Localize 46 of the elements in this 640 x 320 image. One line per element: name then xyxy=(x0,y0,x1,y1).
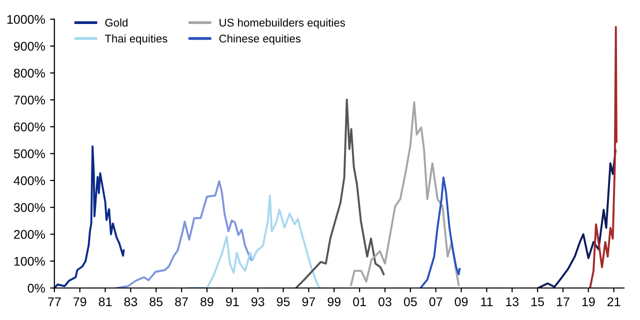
y-tick-label: 1000% xyxy=(7,15,45,24)
x-tick-label: 85 xyxy=(150,297,163,306)
x-tick-label: 81 xyxy=(98,297,112,306)
x-tick-label: 99 xyxy=(328,297,340,306)
y-tick-label: 300% xyxy=(14,203,45,212)
legend-label: Thai equities xyxy=(104,34,168,45)
x-tick-label: 83 xyxy=(124,297,138,306)
x-tick-label: 05 xyxy=(404,297,417,306)
line-series xyxy=(186,194,320,288)
legend-label: US homebuilders equities xyxy=(220,18,345,29)
x-tick-label: 97 xyxy=(302,297,316,306)
x-tick-label: 11 xyxy=(481,297,493,306)
x-tick-label: 15 xyxy=(532,297,544,306)
x-tick-label: 19 xyxy=(582,297,595,306)
y-tick-label: 0% xyxy=(28,284,45,293)
line-series xyxy=(294,98,385,288)
line-series xyxy=(116,180,252,288)
y-tick-label: 200% xyxy=(14,230,45,239)
y-tick-label: 400% xyxy=(14,176,45,186)
x-tick-label: 89 xyxy=(200,297,214,306)
x-tick-label: 09 xyxy=(454,297,468,306)
x-tick-label: 95 xyxy=(276,297,290,306)
y-tick-label: 100% xyxy=(14,256,45,266)
y-tick-label: 600% xyxy=(14,122,45,132)
line-series xyxy=(350,101,460,286)
x-tick-label: 03 xyxy=(378,297,392,306)
x-tick-label: 07 xyxy=(429,297,442,306)
legend-label: Chinese equities xyxy=(219,34,301,45)
y-tick-label: 700% xyxy=(14,96,45,104)
x-tick-label: 87 xyxy=(175,297,188,306)
y-tick-label: 900% xyxy=(14,42,45,51)
line-series xyxy=(537,150,616,288)
x-tick-label: 79 xyxy=(74,297,86,306)
y-tick-label: 800% xyxy=(14,68,45,78)
x-tick-label: 77 xyxy=(48,297,61,306)
line-series xyxy=(589,26,618,288)
x-tick-label: 21 xyxy=(608,297,620,306)
x-tick-label: 13 xyxy=(506,297,519,306)
x-tick-label: 91 xyxy=(226,297,239,306)
legend-label: Gold xyxy=(105,18,128,27)
x-tick-label: 93 xyxy=(251,297,264,306)
x-tick-label: 01 xyxy=(353,297,366,306)
x-tick-label: 17 xyxy=(556,297,570,306)
line-series xyxy=(54,145,125,288)
line-series xyxy=(420,176,461,288)
y-tick-label: 500% xyxy=(14,149,45,158)
